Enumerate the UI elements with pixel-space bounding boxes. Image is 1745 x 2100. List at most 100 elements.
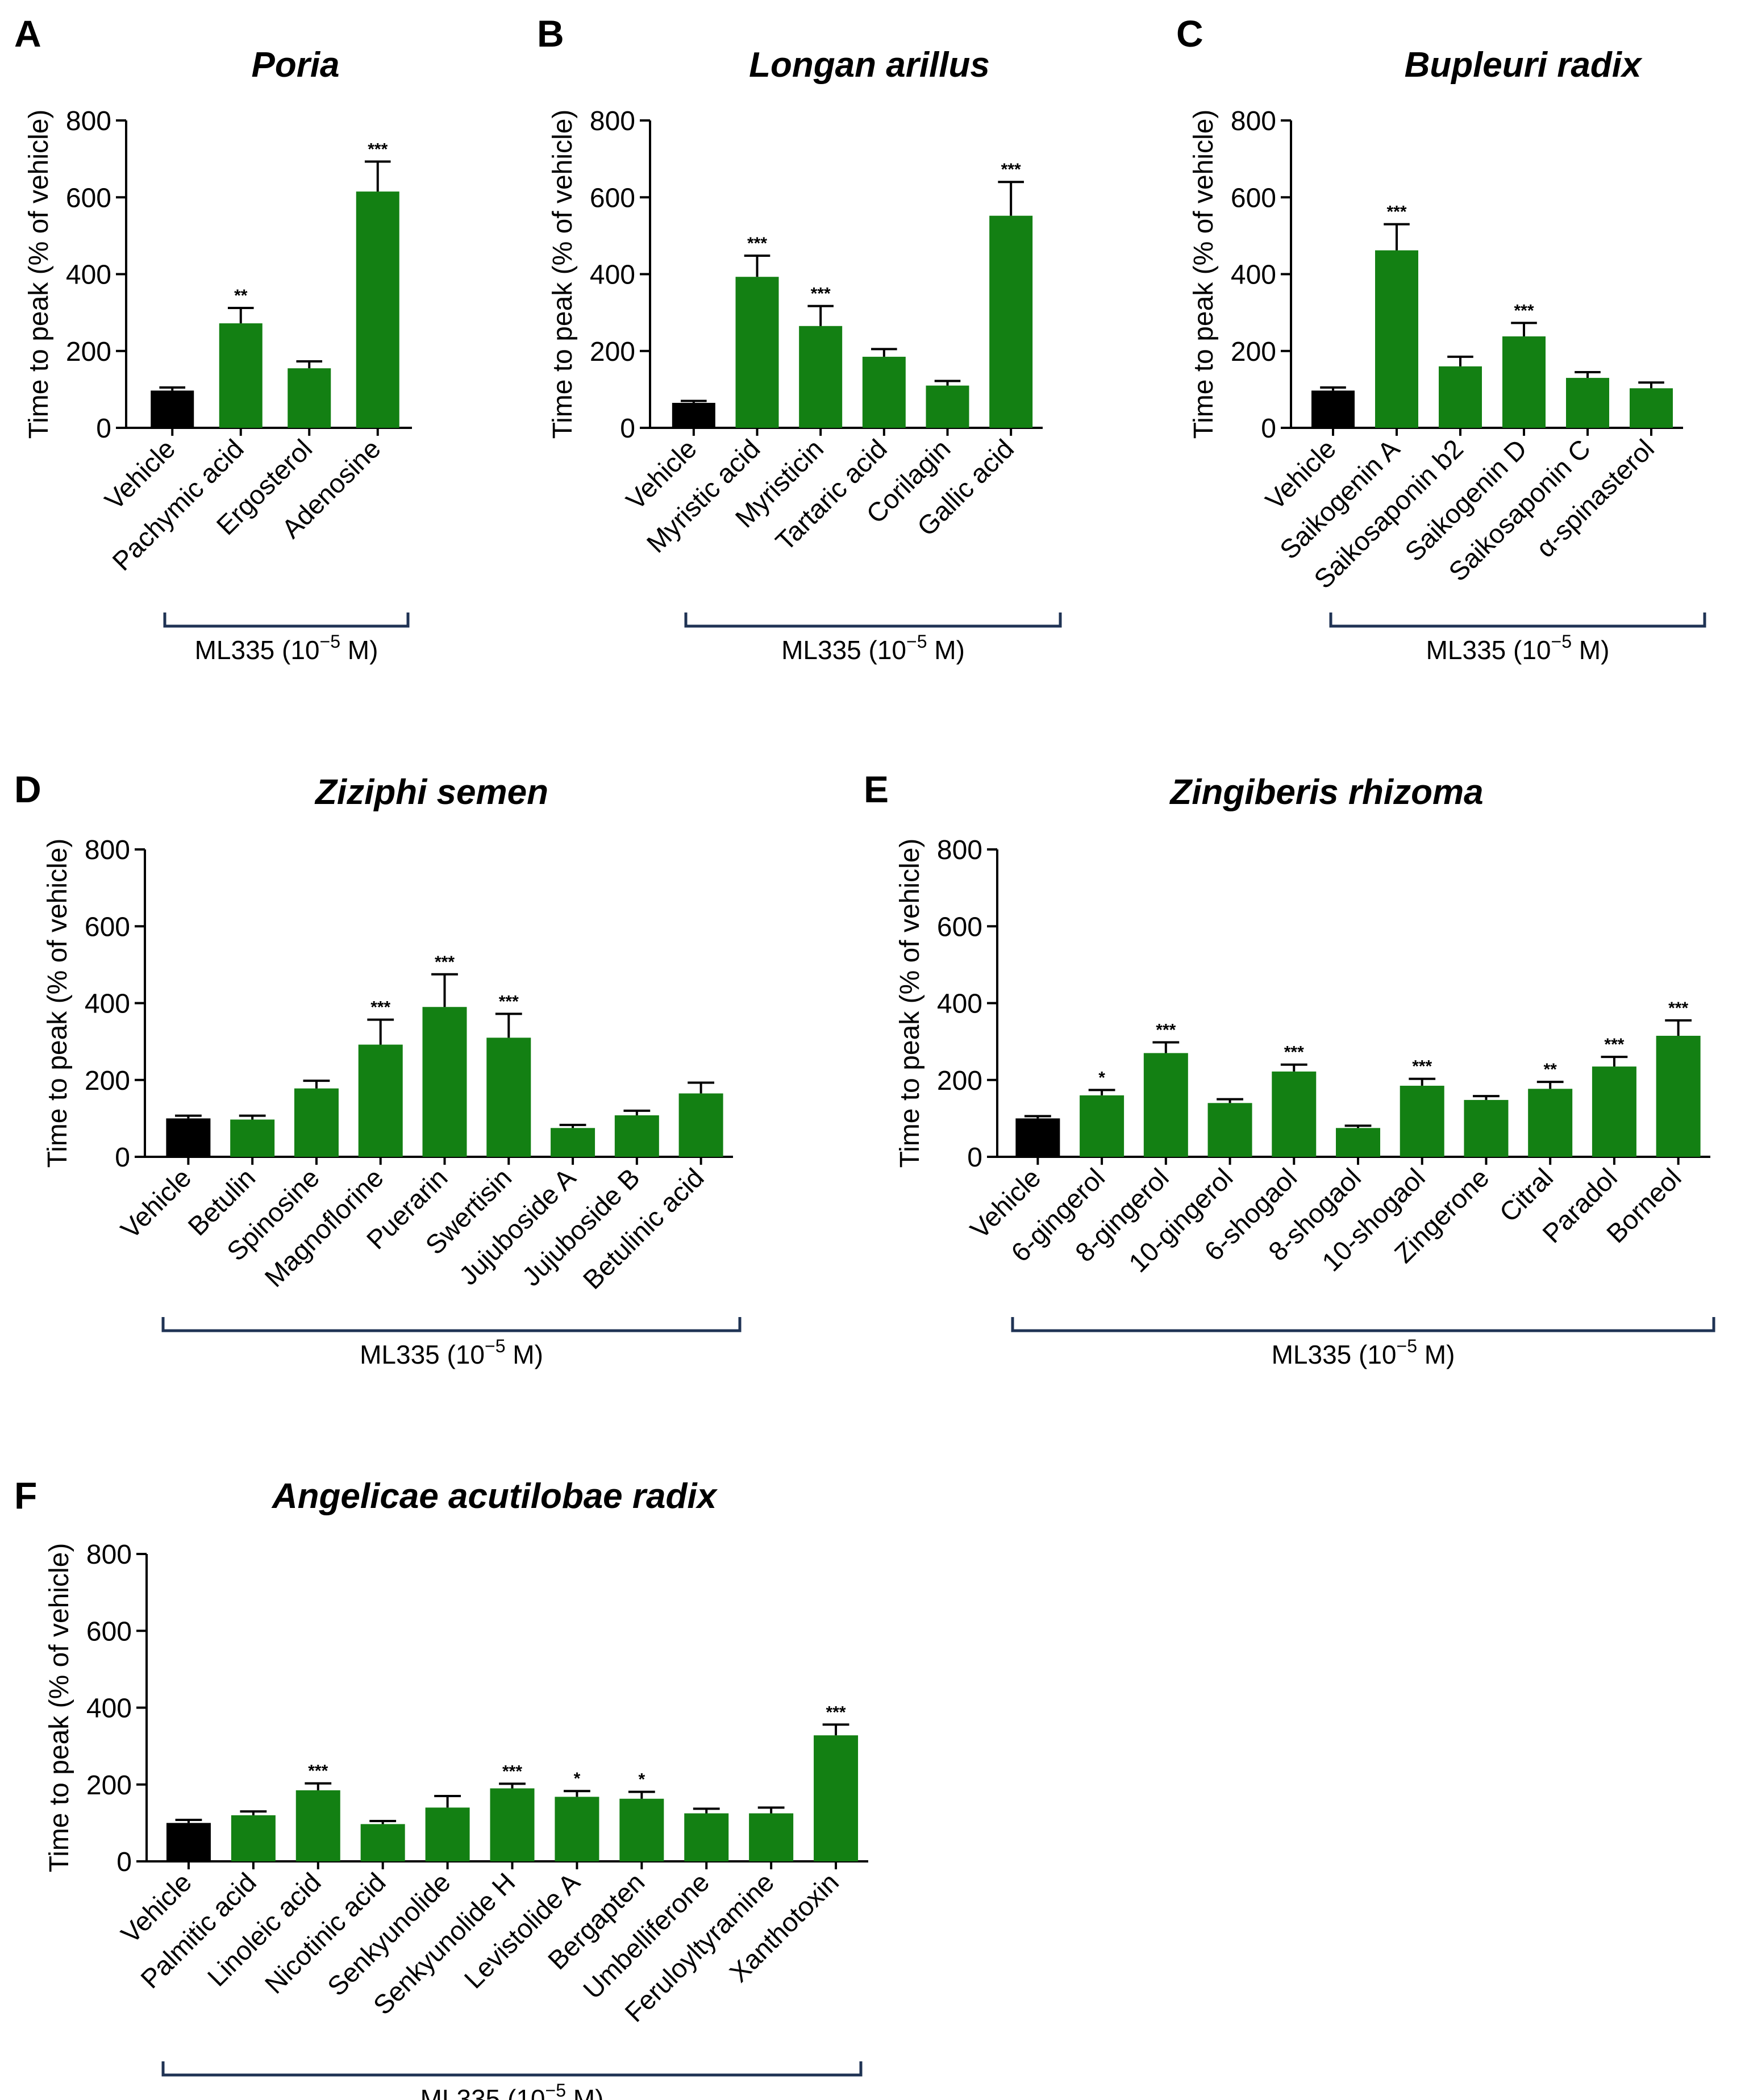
bar-8-shogaol xyxy=(1336,1128,1380,1157)
bar-borneol xyxy=(1656,1035,1701,1157)
bar-feruloyltyramine xyxy=(749,1813,794,1861)
ml335-bracket xyxy=(161,2061,863,2077)
bracket-label-suffix: M) xyxy=(1417,1340,1455,1369)
significance-label: *** xyxy=(1412,1057,1432,1076)
bar-myristic-acid xyxy=(735,277,779,428)
y-tick-label: 200 xyxy=(66,337,111,367)
y-tick-label: 800 xyxy=(590,106,635,136)
bar-linoleic-acid xyxy=(295,1790,340,1861)
bar-vehicle xyxy=(166,1118,211,1157)
bar-citral xyxy=(1528,1089,1573,1157)
bar-betulin xyxy=(230,1119,275,1157)
significance-label: *** xyxy=(811,285,831,303)
bar-vehicle xyxy=(1311,390,1355,428)
chart-title: Ziziphi semen xyxy=(314,773,548,812)
y-tick-label: 0 xyxy=(116,1847,132,1877)
bar-pachymic-acid xyxy=(219,323,263,428)
bracket-label-suffix: M) xyxy=(340,635,378,665)
bracket-label-prefix: ML335 (10 xyxy=(1426,635,1551,665)
ml335-bracket-label: ML335 (10−5 M) xyxy=(1426,631,1610,665)
significance-label: ** xyxy=(1544,1060,1557,1079)
y-tick-label: 400 xyxy=(86,1694,132,1724)
bar-gallic-acid xyxy=(989,215,1033,428)
bar-saikogenin-d xyxy=(1502,336,1546,428)
ml335-bracket xyxy=(1329,612,1706,628)
y-tick-label: 600 xyxy=(66,183,111,213)
bracket-label-suffix: M) xyxy=(927,635,964,665)
panel-letter: B xyxy=(537,13,564,55)
bar-adenosine xyxy=(356,191,399,428)
bar-tartaric-acid xyxy=(862,356,906,428)
bar-jujuboside-b xyxy=(614,1115,659,1157)
bar-zingerone xyxy=(1464,1099,1509,1157)
bar-umbelliferone xyxy=(684,1813,729,1861)
chart-title: Zingiberis rhizoma xyxy=(1169,773,1483,812)
y-axis-label: Time to peak (% of vehicle) xyxy=(44,1543,74,1873)
bracket-label-exponent: −5 xyxy=(320,631,340,652)
chart-title: Bupleuri radix xyxy=(1405,45,1643,85)
bar-vehicle xyxy=(1015,1118,1060,1157)
y-axis-label: Time to peak (% of vehicle) xyxy=(895,839,925,1168)
bar-levistolide-a xyxy=(555,1797,599,1861)
bar-myristicin xyxy=(799,326,843,428)
bar-vehicle xyxy=(151,390,194,428)
bar-jujuboside-a xyxy=(551,1128,595,1157)
y-axis-label: Time to peak (% of vehicle) xyxy=(24,110,54,439)
bracket-label-exponent: −5 xyxy=(485,1336,505,1356)
bar-vehicle xyxy=(672,403,715,428)
bar-puerarin xyxy=(422,1007,467,1157)
bracket-label-prefix: ML335 (10 xyxy=(781,635,906,665)
y-tick-label: 400 xyxy=(590,260,635,290)
y-tick-label: 200 xyxy=(937,1066,982,1096)
y-tick-label: 800 xyxy=(86,1540,132,1570)
significance-label: *** xyxy=(499,992,519,1011)
y-tick-label: 800 xyxy=(85,835,130,865)
ml335-bracket-label: ML335 (10−5 M) xyxy=(195,631,378,665)
bracket-label-exponent: −5 xyxy=(1397,1336,1417,1356)
significance-label: *** xyxy=(1668,999,1688,1018)
bracket-label-prefix: ML335 (10 xyxy=(360,1340,485,1369)
significance-label: *** xyxy=(435,953,455,972)
bar-6-gingerol xyxy=(1080,1095,1125,1157)
y-tick-label: 800 xyxy=(66,106,111,136)
bar-senkyunolide-h xyxy=(490,1788,535,1861)
bracket-label-suffix: M) xyxy=(566,2084,603,2100)
significance-label: * xyxy=(1098,1068,1105,1087)
significance-label: *** xyxy=(1156,1020,1176,1039)
y-tick-label: 800 xyxy=(1231,106,1276,136)
y-tick-label: 600 xyxy=(937,912,982,942)
significance-label: *** xyxy=(747,234,767,253)
bar-10-gingerol xyxy=(1207,1103,1252,1157)
bracket-label-exponent: −5 xyxy=(906,631,927,652)
y-tick-label: 400 xyxy=(937,989,982,1019)
ml335-bracket xyxy=(1011,1317,1715,1332)
y-tick-label: 200 xyxy=(590,337,635,367)
y-tick-label: 200 xyxy=(1231,337,1276,367)
bar-xanthotoxin xyxy=(814,1735,859,1861)
significance-label: *** xyxy=(1514,301,1534,320)
significance-label: *** xyxy=(826,1703,846,1722)
bracket-label-suffix: M) xyxy=(1572,635,1609,665)
y-tick-label: 600 xyxy=(85,912,130,942)
y-tick-label: 0 xyxy=(1261,414,1276,444)
bracket-label-prefix: ML335 (10 xyxy=(420,2084,545,2100)
bracket-label-prefix: ML335 (10 xyxy=(195,635,320,665)
significance-label: *** xyxy=(370,998,390,1017)
bar-paradol xyxy=(1592,1066,1636,1157)
panel-letter: D xyxy=(14,768,41,810)
y-tick-label: 200 xyxy=(85,1066,130,1096)
ml335-bracket-label: ML335 (10−5 M) xyxy=(360,1336,543,1369)
y-tick-label: 600 xyxy=(1231,183,1276,213)
bar-6-shogaol xyxy=(1272,1071,1317,1157)
bar-spinosine xyxy=(294,1088,339,1157)
significance-label: * xyxy=(638,1770,645,1789)
bar-nicotinic-acid xyxy=(360,1824,405,1861)
y-tick-label: 0 xyxy=(967,1143,982,1173)
y-tick-label: 400 xyxy=(1231,260,1276,290)
bracket-label-prefix: ML335 (10 xyxy=(1272,1340,1397,1369)
significance-label: * xyxy=(574,1769,581,1788)
bar-palmitic-acid xyxy=(231,1815,276,1861)
bar-saikosaponin-c xyxy=(1566,378,1609,428)
y-axis-label: Time to peak (% of vehicle) xyxy=(43,839,73,1168)
